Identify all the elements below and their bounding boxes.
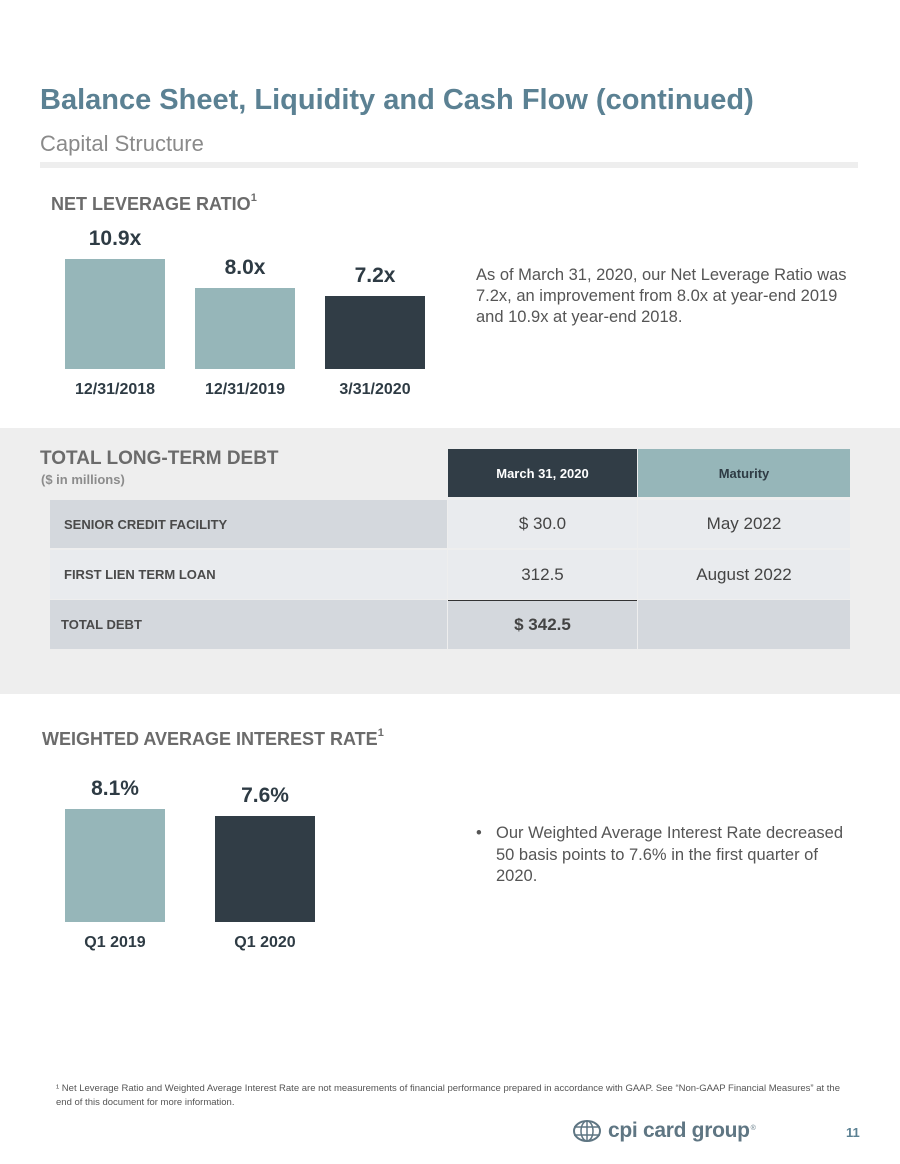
row-label: TOTAL DEBT [50,600,447,649]
globe-logo-icon [573,1120,601,1142]
row-maturity: August 2022 [638,550,850,599]
debt-subheading: ($ in millions) [41,472,125,487]
bar-value-label: 10.9x [88,227,142,250]
logo-text: cpi card group [608,1119,750,1142]
footnote-marker: 1 [250,192,257,204]
interest-rate-heading: WEIGHTED AVERAGE INTEREST RATE1 [42,727,384,749]
row-label: SENIOR CREDIT FACILITY [50,500,447,548]
page-subtitle: Capital Structure [40,131,204,156]
row-amount: 312.5 [448,550,637,599]
page-title: Balance Sheet, Liquidity and Cash Flow (… [40,84,754,116]
table-row-total: TOTAL DEBT $ 342.5 [50,600,850,650]
bar-value-label: 7.6% [241,783,289,807]
page-number: 11 [846,1125,860,1140]
bar-3-31-2020 [325,296,425,369]
column-header-date: March 31, 2020 [448,449,637,497]
bar-value-label: 8.0x [224,256,266,280]
bar-category-label: 12/31/2019 [204,381,286,398]
table-row: SENIOR CREDIT FACILITY $ 30.0 May 2022 [50,500,850,550]
row-amount: $ 30.0 [448,500,637,548]
bullet-text: Our Weighted Average Interest Rate decre… [496,824,844,885]
debt-heading: TOTAL LONG-TERM DEBT [40,448,279,469]
row-amount: $ 342.5 [448,600,637,649]
net-leverage-heading: NET LEVERAGE RATIO1 [51,192,257,214]
column-header-maturity: Maturity [638,449,850,497]
header-divider [40,162,858,168]
bar-category-label: Q1 2019 [84,934,146,951]
company-logo: cpi card group ® [572,1118,756,1144]
bar-12-31-2019 [195,288,295,369]
table-row: FIRST LIEN TERM LOAN 312.5 August 2022 [50,550,850,600]
bar-category-label: 12/31/2018 [74,381,156,398]
bullet-icon: • [476,824,482,842]
bar-value-label: 8.1% [91,777,139,800]
bar-q1-2020 [215,815,315,922]
row-label: FIRST LIEN TERM LOAN [50,550,447,599]
interest-rate-bullet: • Our Weighted Average Interest Rate dec… [476,823,856,888]
footnote: ¹ Net Leverage Ratio and Weighted Averag… [56,1083,841,1108]
footnote-marker: 1 [377,727,384,739]
bar-value-label: 7.2x [354,264,396,288]
bar-12-31-2018 [65,259,165,369]
net-leverage-description: As of March 31, 2020, our Net Leverage R… [476,266,847,326]
row-maturity: May 2022 [638,500,850,548]
bar-category-label: Q1 2020 [234,934,296,951]
interest-rate-chart: 8.1% 7.6% Q1 2019 Q1 2020 [50,770,350,960]
net-leverage-chart: 10.9x 8.0x 7.2x 12/31/2018 12/31/2019 3/… [50,220,450,410]
row-maturity [638,600,850,649]
bar-category-label: 3/31/2020 [339,381,411,398]
bar-q1-2019 [65,809,165,922]
registered-mark: ® [750,1124,756,1132]
